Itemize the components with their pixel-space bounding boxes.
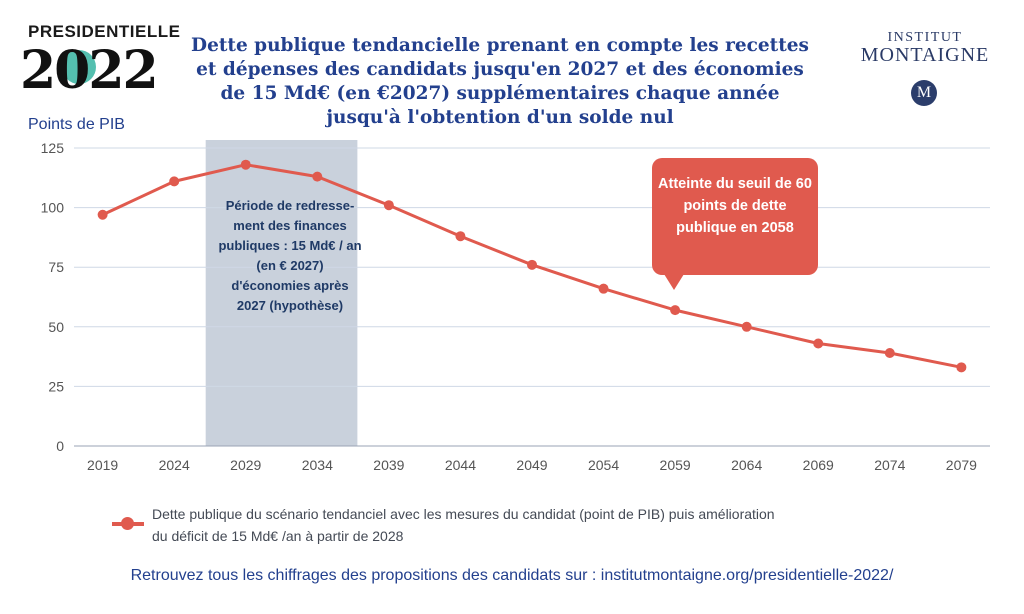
footer-link-text: Retrouvez tous les chiffrages des propos… [130, 567, 894, 584]
data-point [741, 321, 752, 332]
logo-year: 2022 [20, 40, 159, 101]
data-point [884, 348, 895, 359]
data-point [956, 362, 967, 373]
y-tick-label: 125 [41, 140, 65, 156]
x-tick-label: 2064 [731, 457, 762, 473]
montaigne-mark-icon: M [911, 80, 937, 106]
logo-word: PRESIDENTIELLE [28, 22, 181, 41]
y-tick-label: 75 [48, 259, 64, 275]
x-tick-label: 2069 [803, 457, 834, 473]
data-point [813, 338, 824, 349]
shaded-region [205, 140, 358, 446]
y-tick-label: 25 [48, 378, 64, 394]
x-tick-label: 2074 [874, 457, 905, 473]
x-tick-label: 2059 [660, 457, 691, 473]
annotation-callout-tail [664, 274, 684, 290]
logo-line-1: INSTITUT [887, 30, 963, 45]
institut-montaigne-logo: INSTITUT MONTAIGNE [855, 30, 995, 67]
x-tick-label: 2029 [230, 457, 261, 473]
logo-dot [62, 50, 96, 84]
x-tick-label: 2019 [87, 457, 118, 473]
y-axis-label: Points de PIB [28, 116, 125, 133]
data-point [240, 159, 251, 170]
x-tick-label: 2024 [159, 457, 190, 473]
x-tick-label: 2039 [373, 457, 404, 473]
y-tick-label: 50 [48, 319, 64, 335]
y-tick-label: 0 [56, 438, 64, 454]
legend-swatch-dot [121, 517, 134, 530]
data-point [312, 171, 323, 182]
data-point [383, 200, 394, 211]
annotation-callout: Atteinte du seuil de 60 points de dette … [652, 158, 818, 275]
logo-line-2: MONTAIGNE [860, 44, 990, 66]
y-tick-label: 100 [41, 200, 65, 216]
data-point [527, 259, 537, 270]
x-tick-label: 2049 [516, 457, 547, 473]
x-tick-label: 2044 [445, 457, 476, 473]
data-point [97, 209, 108, 220]
x-tick-label: 2034 [302, 457, 333, 473]
data-point [670, 305, 681, 316]
data-point [169, 176, 180, 187]
legend-label: Dette publique du scénario tendanciel av… [152, 506, 775, 544]
data-point [598, 283, 609, 294]
x-tick-label: 2054 [588, 457, 619, 473]
x-tick-label: 2079 [946, 457, 977, 473]
chart-title: Dette publique tendancielle prenant en c… [191, 35, 809, 128]
data-point [455, 231, 466, 242]
shaded-region-label: Période de redresse- ment des finances p… [218, 198, 362, 313]
